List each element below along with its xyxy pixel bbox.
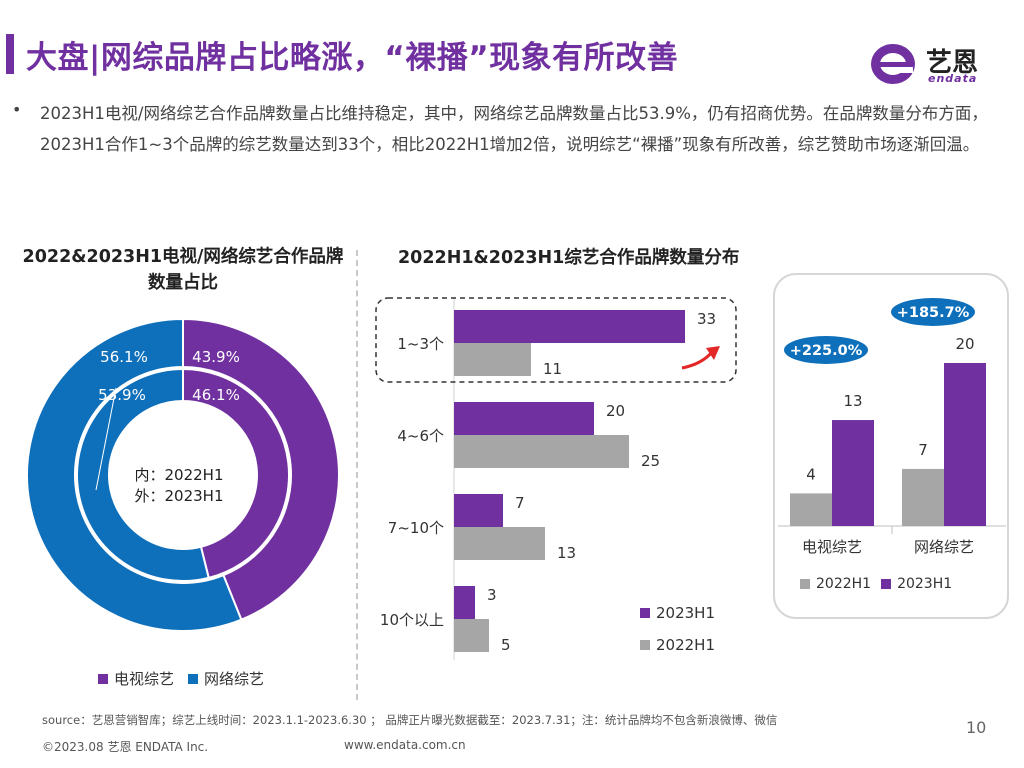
legend-swatch-2023 [640,608,650,618]
donut-center-line1: 内：2022H1 [135,466,224,484]
donut-label-outer-tv: 43.9% [192,348,240,366]
bar-2022H1-0 [454,343,531,376]
footer-source: source：艺恩营销智库；综艺上线时间：2023.1.1-2023.6.30 … [42,713,778,727]
donut-chart: 43.9% 56.1% 46.1% 53.9% 内：2022H1 外：2023H1 [26,318,340,632]
bar-category-label: 4~6个 [397,427,444,445]
callout-category-label: 电视综艺 [802,538,862,556]
bar-value-label: 7 [515,494,525,512]
bar-value-label: 11 [543,360,562,378]
bar-category-label: 7~10个 [388,519,444,537]
legend-swatch-2022 [640,640,650,650]
donut-label-inner-tv: 46.1% [192,386,240,404]
callout-bar-value: 4 [806,465,816,483]
bar-value-label: 5 [501,636,511,654]
legend-swatch-net [188,673,199,684]
legend-swatch-tv [98,673,108,684]
summary-text: 2023H1电视/网络综艺合作品牌数量占比维持稳定，其中，网络综艺品牌数量占比5… [40,104,988,154]
growth-label-1: +185.7% [897,305,970,321]
endata-logo-icon [871,44,915,84]
bar-legend-2023: 2023H1 [640,604,715,622]
callout-bar-value: 7 [918,441,928,459]
donut-slice-inner-net [76,367,210,582]
footer-copyright: ©2023.08 艺恩 ENDATA Inc. [42,740,209,754]
donut-label-inner-net: 53.9% [98,386,146,404]
horizontal-bar-chart: 1~3个 33 11 4~6个 20 25 7~10个 7 13 10个以上 3 5 [375,297,737,660]
bar-value-label: 13 [557,544,576,562]
logo-subtext: endata [928,72,978,85]
callout-bar-value: 20 [955,335,974,353]
bar-2023H1-2 [454,494,503,527]
callout-bar-2022H1-1 [902,468,944,526]
bar-value-label: 20 [606,402,625,420]
summary-bullet: • [12,100,22,119]
bar-2023H1-3 [454,586,475,619]
growth-callout-chart: 4 13 电视综艺 +225.0% 7 20 网络综艺 +185.7% [773,273,1009,619]
legend-label-2022: 2022H1 [656,636,715,654]
growth-label-0: +225.0% [790,343,863,359]
bar-value-label: 33 [697,310,716,328]
donut-slice-outer-tv [182,318,340,621]
donut-chart-title: 2022&2023H1电视/网络综艺合作品牌数量占比 [22,247,344,293]
bar-chart-title: 2022H1&2023H1综艺合作品牌数量分布 [398,248,740,268]
page-number: 10 [966,718,987,737]
legend-label-net: 网络综艺 [204,670,265,688]
donut-slice-outer-net [26,318,243,632]
title-accent-bar [6,34,14,74]
bar-category-label: 1~3个 [397,335,444,353]
callout-category-label: 网络综艺 [914,538,974,556]
section-divider [356,250,358,700]
donut-legend: 电视综艺 网络综艺 [98,668,264,689]
callout-legend: 2022H1 2023H1 [800,576,952,592]
donut-center-line2: 外：2023H1 [135,487,224,505]
donut-label-outer-net: 56.1% [100,348,148,366]
callout-bar-2022H1-0 [790,493,832,526]
legend-label-tv: 电视综艺 [114,670,175,688]
donut-slice-inner-tv [182,367,290,580]
callout-bar-value: 13 [843,392,862,410]
callout-bar-2023H1-0 [832,420,874,526]
red-arrowhead-icon [706,346,720,360]
callout-legend-label-2022: 2022H1 [816,576,872,592]
footer-url: www.endata.com.cn [344,738,466,752]
callout-bar-2023H1-1 [944,363,986,526]
bar-2023H1-0 [454,310,685,343]
donut-leader-line [95,387,117,491]
bar-category-label: 10个以上 [380,611,444,629]
bar-2023H1-1 [454,402,594,435]
callout-legend-swatch-2023 [881,579,892,589]
bar-legend-2022: 2022H1 [640,636,715,654]
red-arrow-icon [681,351,714,370]
bar-value-label: 25 [641,452,660,470]
logo-text: 艺恩 [926,48,979,78]
bar-2022H1-2 [454,527,545,560]
page-title: 大盘|网综品牌占比略涨，“裸播”现象有所改善 [26,40,679,76]
growth-badge-0 [784,336,868,364]
callout-legend-label-2023: 2023H1 [897,576,953,592]
bar-2022H1-1 [454,435,629,468]
callout-legend-swatch-2022 [800,579,810,589]
legend-label-2023: 2023H1 [656,604,715,622]
bar-2022H1-3 [454,619,489,652]
growth-badge-1 [891,298,975,326]
bar-value-label: 3 [487,586,497,604]
